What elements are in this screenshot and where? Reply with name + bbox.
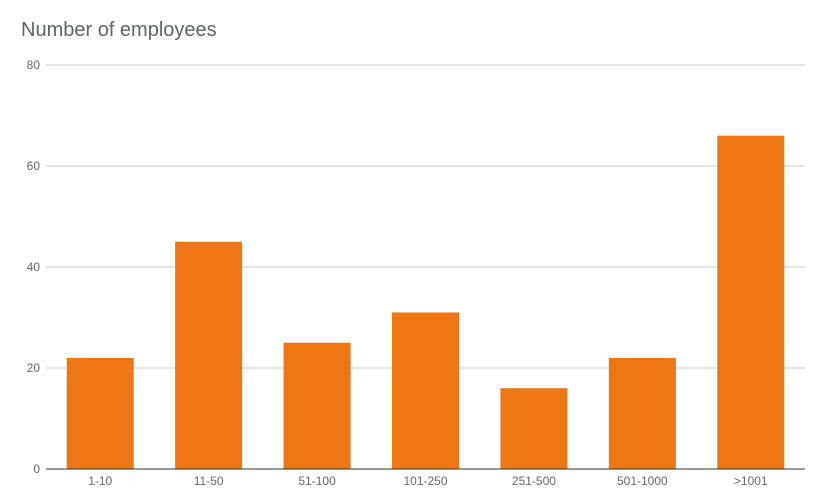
x-tick-label: 501-1000	[617, 474, 668, 488]
bar-51-100	[283, 342, 351, 469]
bar-1-10	[66, 357, 134, 469]
x-tick-label: 1-10	[88, 474, 112, 488]
y-tick-label: 0	[33, 462, 40, 476]
x-tick-label: >1001	[734, 474, 768, 488]
x-tick-label: 101-250	[403, 474, 447, 488]
bar-251-500	[500, 388, 568, 469]
y-tick-label: 60	[27, 159, 41, 173]
y-tick-label: 80	[27, 58, 41, 72]
bar-101-250	[392, 312, 459, 469]
chart-title: Number of employees	[21, 19, 217, 41]
bars	[66, 135, 785, 469]
bar-11-50	[175, 241, 243, 469]
x-tick-label: 11-50	[194, 474, 224, 488]
x-tick-label: 251-500	[512, 474, 556, 488]
x-tick-labels: 1-10 11-50 51-100 101-250 251-500 501-1000 >10…	[88, 474, 768, 488]
bar->1001	[717, 135, 785, 469]
x-tick-label: 51-100	[298, 474, 336, 488]
y-tick-labels: 0 20 40 60 80	[27, 58, 41, 476]
y-tick-label: 40	[27, 260, 41, 274]
y-tick-label: 20	[27, 361, 41, 375]
bar-501-1000	[608, 357, 676, 469]
